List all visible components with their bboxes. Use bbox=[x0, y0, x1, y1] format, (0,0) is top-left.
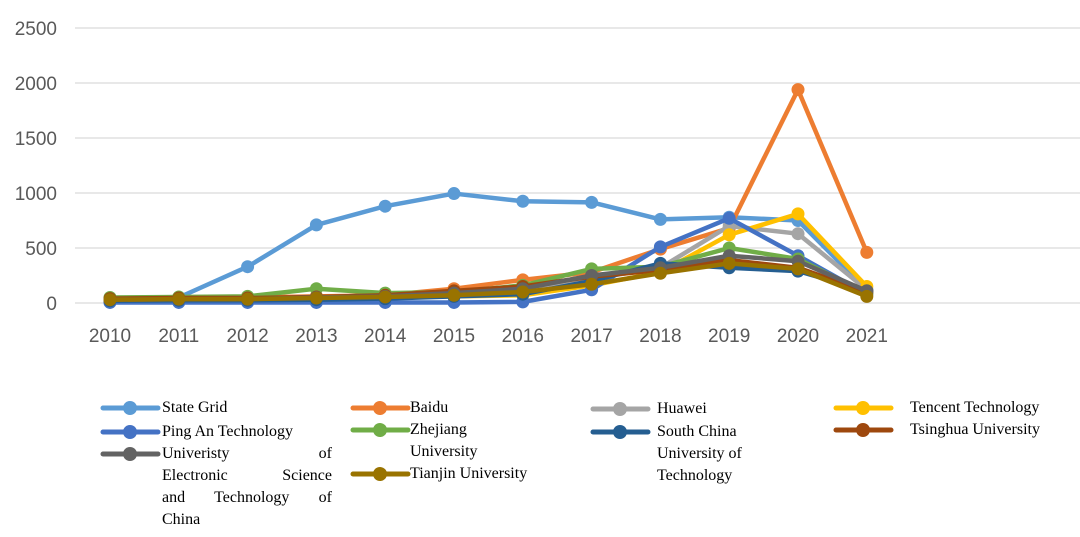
x-tick-label: 2020 bbox=[777, 326, 819, 347]
x-tick-label: 2011 bbox=[158, 326, 199, 347]
y-tick-label: 0 bbox=[46, 294, 57, 315]
series-1 bbox=[103, 83, 874, 306]
y-tick-label: 2000 bbox=[15, 74, 57, 95]
legend-label-line: Tsinghua University bbox=[910, 421, 1040, 438]
data-point bbox=[378, 290, 392, 304]
x-tick-label: 2010 bbox=[89, 326, 131, 347]
y-tick-label: 500 bbox=[25, 239, 57, 260]
gridlines bbox=[75, 27, 1080, 304]
data-point bbox=[653, 240, 667, 254]
legend-label-line: Zhejiang bbox=[410, 421, 467, 438]
legend-marker bbox=[590, 425, 651, 439]
legend-label-line: Tianjin University bbox=[410, 465, 528, 482]
x-axis-ticks: 2010 2011 2012 2013 2014 2015 2016 2017 2018 2019… bbox=[89, 326, 888, 347]
data-point bbox=[241, 260, 255, 274]
legend-label: South China University of Technology bbox=[657, 421, 795, 487]
legend-label: Ping An Technology bbox=[162, 421, 332, 443]
data-point bbox=[722, 256, 736, 270]
legend-label-line: Huawei bbox=[657, 400, 707, 417]
legend-marker bbox=[350, 423, 411, 437]
legend-label-line: and Technology of bbox=[162, 489, 332, 506]
legend-marker bbox=[100, 401, 161, 415]
data-point bbox=[447, 187, 461, 201]
legend-label-line: Ping An Technology bbox=[162, 423, 294, 440]
legend-label: Tianjin University bbox=[410, 463, 546, 485]
x-tick-label: 2019 bbox=[708, 326, 750, 347]
legend-label-line: State Grid bbox=[162, 399, 228, 416]
x-tick-label: 2012 bbox=[226, 326, 268, 347]
legend-label-line: China bbox=[162, 511, 201, 528]
legend-label-line: Univeristy of bbox=[162, 445, 332, 462]
legend-label-line: University of bbox=[657, 445, 742, 462]
series-9 bbox=[103, 256, 874, 307]
legend-marker bbox=[100, 425, 161, 439]
data-point bbox=[516, 285, 530, 299]
data-point bbox=[585, 195, 599, 209]
legend-label-line: South China bbox=[657, 423, 737, 440]
x-tick-label: 2014 bbox=[364, 326, 407, 347]
legend-label: Univeristy of Electronic Science and Techn… bbox=[162, 443, 332, 531]
data-point bbox=[791, 83, 805, 97]
data-point bbox=[309, 291, 323, 305]
series-lines bbox=[103, 83, 874, 309]
legend-label-line: Technology bbox=[657, 467, 733, 484]
legend-marker bbox=[350, 401, 411, 415]
legend-label: Huawei bbox=[657, 398, 795, 420]
data-point bbox=[585, 277, 599, 291]
legend-label-line: Tencent Technology bbox=[910, 399, 1040, 416]
data-point bbox=[447, 288, 461, 302]
x-tick-label: 2015 bbox=[433, 326, 475, 347]
x-tick-label: 2021 bbox=[846, 326, 888, 347]
data-point bbox=[860, 245, 874, 259]
x-tick-label: 2013 bbox=[295, 326, 337, 347]
x-tick-label: 2017 bbox=[570, 326, 612, 347]
y-tick-label: 1500 bbox=[15, 129, 57, 150]
legend-marker bbox=[100, 447, 161, 461]
x-tick-label: 2016 bbox=[502, 326, 544, 347]
data-point bbox=[722, 211, 736, 225]
data-point bbox=[722, 228, 736, 242]
data-point bbox=[653, 266, 667, 280]
data-point bbox=[378, 199, 392, 213]
legend-label-line: Electronic Science bbox=[162, 467, 332, 484]
data-point bbox=[172, 292, 186, 306]
legend-label: Tsinghua University bbox=[910, 419, 1080, 441]
y-axis-ticks: 0 500 1000 1500 2000 2500 bbox=[15, 19, 57, 315]
data-point bbox=[791, 227, 805, 241]
legend-label: State Grid bbox=[162, 397, 332, 419]
data-point bbox=[309, 218, 323, 232]
data-point bbox=[516, 194, 530, 208]
legend-label: Tencent Technology bbox=[910, 397, 1080, 419]
legend-label: Zhejiang University bbox=[410, 419, 546, 463]
data-point bbox=[653, 212, 667, 226]
data-point bbox=[791, 207, 805, 221]
legend-marker bbox=[350, 467, 411, 481]
legend-marker bbox=[833, 423, 894, 437]
y-tick-label: 1000 bbox=[15, 184, 57, 205]
legend-marker bbox=[590, 402, 651, 416]
series-line bbox=[107, 261, 870, 302]
data-point bbox=[241, 292, 255, 306]
y-tick-label: 2500 bbox=[15, 19, 57, 40]
legend-marker bbox=[833, 401, 894, 415]
x-tick-label: 2018 bbox=[639, 326, 681, 347]
legend-label-line: Baidu bbox=[410, 399, 449, 416]
legend-label: Baidu bbox=[410, 397, 546, 419]
data-point bbox=[791, 262, 805, 276]
data-point bbox=[860, 289, 874, 303]
data-point bbox=[103, 293, 117, 307]
series-line bbox=[107, 191, 870, 304]
legend-label-line: University bbox=[410, 443, 478, 460]
